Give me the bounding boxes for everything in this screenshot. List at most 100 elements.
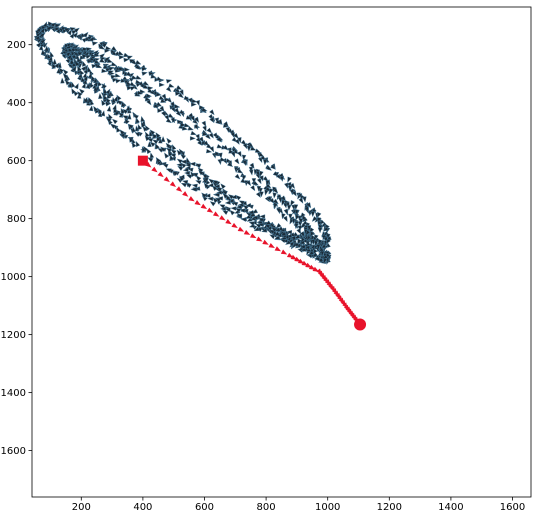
trajectory-point — [121, 115, 129, 120]
trajectory-point — [225, 126, 230, 134]
trajectory-point — [248, 169, 254, 176]
trajectory-point — [160, 146, 166, 153]
trajectory-point — [62, 68, 69, 75]
trajectory-point — [85, 54, 92, 60]
trajectory-point — [123, 57, 130, 63]
trajectory-point — [167, 113, 175, 119]
trajectory-point — [287, 176, 292, 183]
trajectory-point — [230, 206, 237, 211]
highlight-point — [301, 260, 308, 266]
trajectory-point — [177, 165, 184, 171]
trajectory-point — [259, 191, 264, 198]
trajectory-point — [288, 213, 293, 220]
trajectory-point — [209, 117, 215, 124]
trajectory-point — [141, 71, 148, 76]
x-tick-label: 400 — [133, 502, 152, 513]
highlight-point — [176, 186, 183, 192]
trajectory-point — [40, 27, 45, 34]
trajectory-point — [105, 117, 112, 123]
trajectory-point — [155, 143, 160, 150]
trajectory-point — [93, 105, 99, 112]
y-tick-label: 200 — [7, 40, 26, 51]
trajectory-point — [271, 226, 278, 233]
trajectory-point — [297, 225, 303, 232]
highlight-point — [268, 243, 275, 248]
trajectory-point — [250, 185, 256, 192]
trajectory-point — [139, 89, 146, 94]
trajectory-point — [78, 88, 85, 95]
trajectory-point — [289, 235, 296, 241]
trajectory-point — [110, 74, 117, 80]
trajectory-point — [168, 83, 175, 88]
trajectory-point — [205, 133, 211, 140]
trajectory-point — [320, 250, 325, 257]
highlight-point — [157, 171, 164, 178]
trajectory-point — [322, 254, 329, 260]
trajectory-point — [204, 193, 211, 198]
trajectory-point — [155, 92, 162, 97]
highlight-point — [231, 222, 238, 229]
trajectory-point — [124, 67, 131, 72]
trajectory-point — [135, 59, 142, 65]
trajectory-point — [311, 216, 318, 222]
trajectory-point — [282, 215, 288, 223]
trajectory-point — [51, 62, 57, 70]
trajectory-point — [134, 64, 141, 70]
trajectory-point — [185, 182, 192, 189]
trajectory-point — [140, 121, 146, 128]
trajectory-point — [95, 63, 103, 69]
trajectory-point — [190, 187, 197, 192]
trajectory-point — [44, 45, 49, 52]
trajectory-point — [242, 204, 249, 211]
y-tick-label: 800 — [7, 214, 26, 225]
trajectory-point — [272, 198, 279, 205]
highlight-point — [290, 254, 298, 260]
y-tick-label: 1600 — [1, 446, 26, 457]
trajectory-point — [298, 197, 304, 204]
trajectory-point — [306, 202, 312, 209]
trajectory-point — [109, 123, 117, 129]
trajectory-point — [308, 250, 315, 256]
trajectory-point — [116, 126, 121, 133]
trajectory-point — [155, 156, 162, 164]
trajectory-point — [116, 99, 123, 106]
trajectory-point — [118, 55, 125, 60]
trajectory-point — [157, 108, 164, 113]
trajectory-point — [175, 110, 182, 117]
trajectory-point — [201, 192, 207, 199]
trajectory-point — [174, 104, 181, 109]
trajectory-point — [73, 27, 80, 34]
y-tick-label: 1200 — [1, 330, 26, 341]
trajectory-point — [185, 157, 191, 164]
trajectory-point — [101, 42, 108, 48]
trajectory-point — [135, 117, 140, 124]
trajectory-point — [149, 129, 156, 136]
trajectory-point — [241, 154, 247, 161]
trajectory-point — [216, 196, 224, 201]
trajectory-point — [231, 201, 239, 207]
trajectory-point — [118, 67, 125, 72]
trajectory-point — [146, 99, 152, 106]
trajectory-point — [229, 209, 236, 216]
trajectory-point — [236, 168, 244, 174]
trajectory-point — [299, 244, 306, 250]
trajectory-point — [241, 174, 247, 182]
trajectory-point — [62, 72, 69, 79]
trajectory-point — [137, 90, 144, 95]
trajectory-point — [67, 29, 73, 36]
trajectory-point — [194, 116, 200, 123]
y-tick-label: 400 — [7, 98, 26, 109]
trajectory-point — [129, 59, 136, 64]
trajectory-point — [140, 115, 145, 123]
trajectory-point — [249, 162, 255, 169]
plot-frame — [31, 6, 532, 498]
trajectory-point — [269, 188, 274, 195]
trajectory-point — [189, 161, 196, 167]
highlight-point — [206, 207, 214, 213]
trajectory-point — [313, 256, 321, 262]
highlight-point — [145, 161, 152, 168]
highlight-point — [312, 266, 319, 272]
trajectory-point — [179, 109, 186, 115]
trajectory-point — [83, 75, 89, 82]
trajectory-point — [87, 66, 92, 73]
